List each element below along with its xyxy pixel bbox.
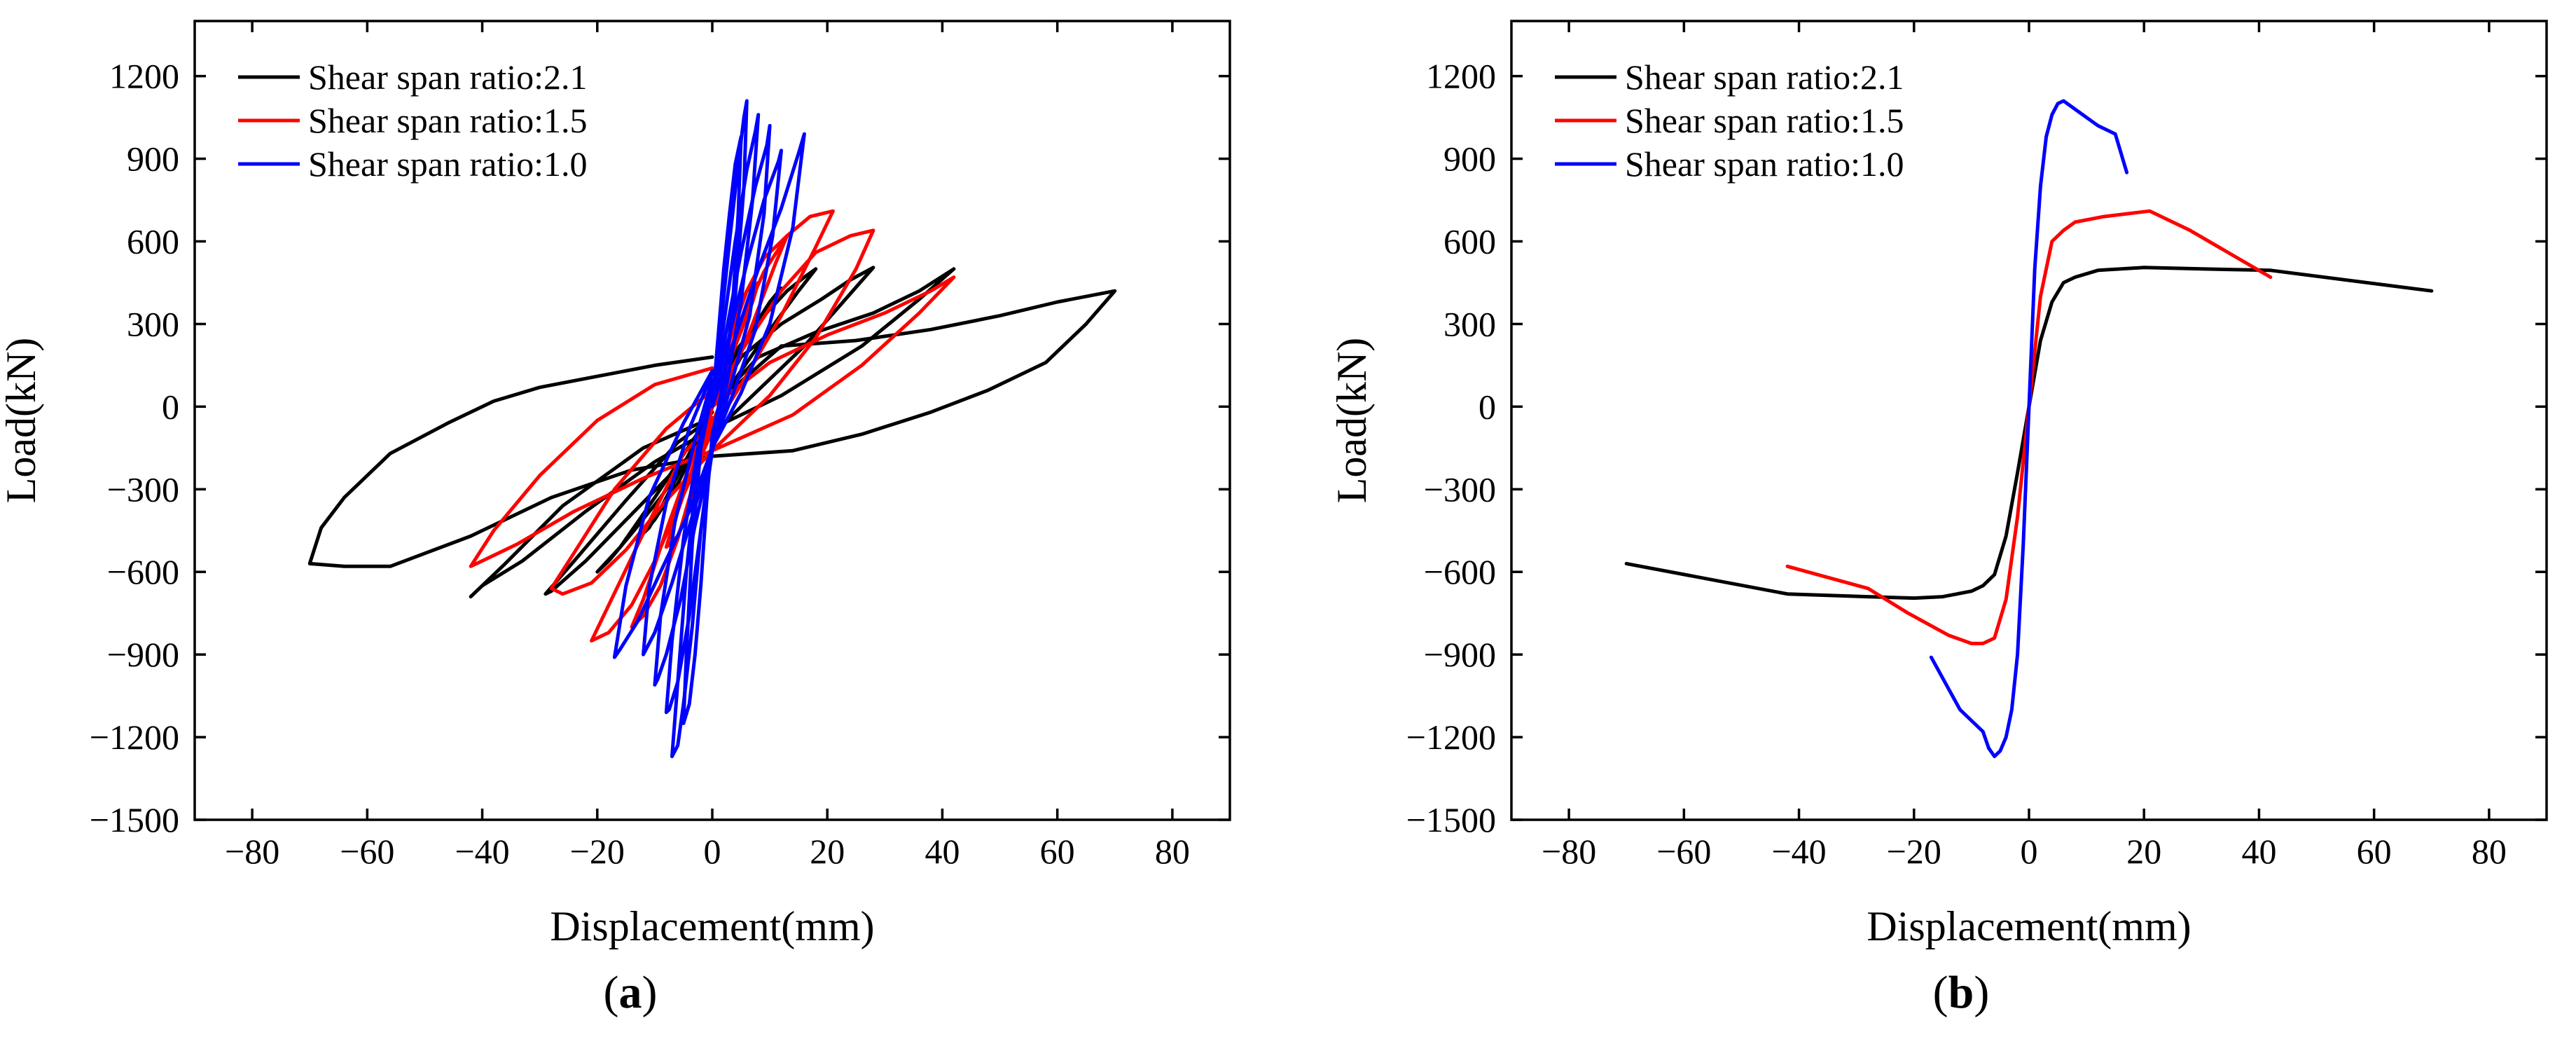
x-tick-label: −20 — [570, 832, 625, 871]
x-tick-label: 0 — [2021, 832, 2038, 871]
legend-label: Shear span ratio:1.5 — [308, 101, 588, 140]
series-line-ratio-1-0 — [612, 99, 806, 759]
x-axis-title: Displacement(mm) — [1867, 903, 2191, 949]
y-tick-label: −300 — [107, 469, 179, 509]
legend-label: Shear span ratio:2.1 — [308, 57, 588, 97]
x-tick-label: 60 — [2357, 832, 2392, 871]
y-tick-label: −1200 — [90, 717, 179, 757]
chart-panel-b: −80 −60 −40 −20 0 20 40 60 80 −1500 −1200 −900 −600… — [1329, 20, 2548, 1018]
y-tick-label: −900 — [107, 635, 179, 674]
x-tick-label: 80 — [1155, 832, 1190, 871]
x-tick-label: 0 — [704, 832, 721, 871]
legend: Shear span ratio:2.1 Shear span ratio:1.5… — [238, 57, 588, 184]
panel-letter: a — [619, 967, 642, 1018]
x-axis: −80 −60 −40 −20 0 20 40 60 80 — [1542, 21, 2507, 871]
x-tick-label: 20 — [2126, 832, 2161, 871]
y-tick-label: −600 — [1424, 552, 1496, 591]
y-tick-label: 0 — [162, 387, 179, 426]
y-tick-label: −300 — [1424, 469, 1496, 509]
series-line-ratio-1-0 — [1929, 99, 2129, 759]
y-axis-title: Load(kN) — [0, 338, 44, 504]
x-tick-label: 20 — [810, 832, 845, 871]
y-tick-label: 300 — [1443, 304, 1496, 343]
y-tick-label: 900 — [127, 139, 179, 179]
y-axis: −1500 −1200 −900 −600 −300 0 300 600 900 1200 — [90, 57, 1230, 839]
y-tick-label: −1200 — [1406, 717, 1496, 757]
legend-label: Shear span ratio:2.1 — [1625, 57, 1904, 97]
x-tick-label: 60 — [1040, 832, 1075, 871]
y-tick-label: 1200 — [1426, 57, 1496, 96]
y-axis-title: Load(kN) — [1329, 338, 1375, 504]
x-tick-label: 40 — [2241, 832, 2276, 871]
y-tick-label: −1500 — [90, 800, 179, 839]
legend-label: Shear span ratio:1.0 — [308, 144, 588, 184]
y-axis: −1500 −1200 −900 −600 −300 0 300 600 900 1200 — [1406, 57, 2547, 839]
legend-label: Shear span ratio:1.5 — [1625, 101, 1904, 140]
y-tick-label: 1200 — [109, 57, 179, 96]
hysteresis-loop — [612, 132, 806, 659]
y-tick-label: 900 — [1443, 139, 1496, 179]
x-axis-title: Displacement(mm) — [550, 903, 874, 949]
x-tick-label: 40 — [925, 832, 960, 871]
series-group — [307, 99, 1117, 759]
x-tick-label: −20 — [1887, 832, 1941, 871]
y-tick-label: 0 — [1479, 387, 1496, 426]
x-tick-label: −80 — [1542, 832, 1596, 871]
y-tick-label: −900 — [1424, 635, 1496, 674]
series-line-ratio-1-5 — [1785, 209, 2273, 645]
x-axis: −80 −60 −40 −20 0 20 40 60 80 — [225, 21, 1190, 871]
panel-label: (b) — [1933, 967, 1990, 1018]
legend: Shear span ratio:2.1 Shear span ratio:1.5… — [1555, 57, 1904, 184]
x-tick-label: −40 — [1771, 832, 1826, 871]
y-tick-label: 600 — [1443, 221, 1496, 261]
x-tick-label: −60 — [1656, 832, 1711, 871]
y-tick-label: −1500 — [1406, 800, 1496, 839]
legend-label: Shear span ratio:1.0 — [1625, 144, 1904, 184]
x-tick-label: −60 — [340, 832, 394, 871]
y-tick-label: −600 — [107, 552, 179, 591]
series-group — [1624, 99, 2434, 759]
y-tick-label: 600 — [127, 221, 179, 261]
x-tick-label: 80 — [2472, 832, 2507, 871]
panel-letter: b — [1948, 967, 1974, 1018]
panel-label: (a) — [604, 967, 658, 1018]
y-tick-label: 300 — [127, 304, 179, 343]
chart-panel-a: −80 −60 −40 −20 0 20 40 60 80 −1500 −1200 −900 −600… — [0, 20, 1231, 1018]
series-line-ratio-2-1 — [1624, 266, 2434, 600]
x-tick-label: −40 — [455, 832, 509, 871]
x-tick-label: −80 — [225, 832, 279, 871]
